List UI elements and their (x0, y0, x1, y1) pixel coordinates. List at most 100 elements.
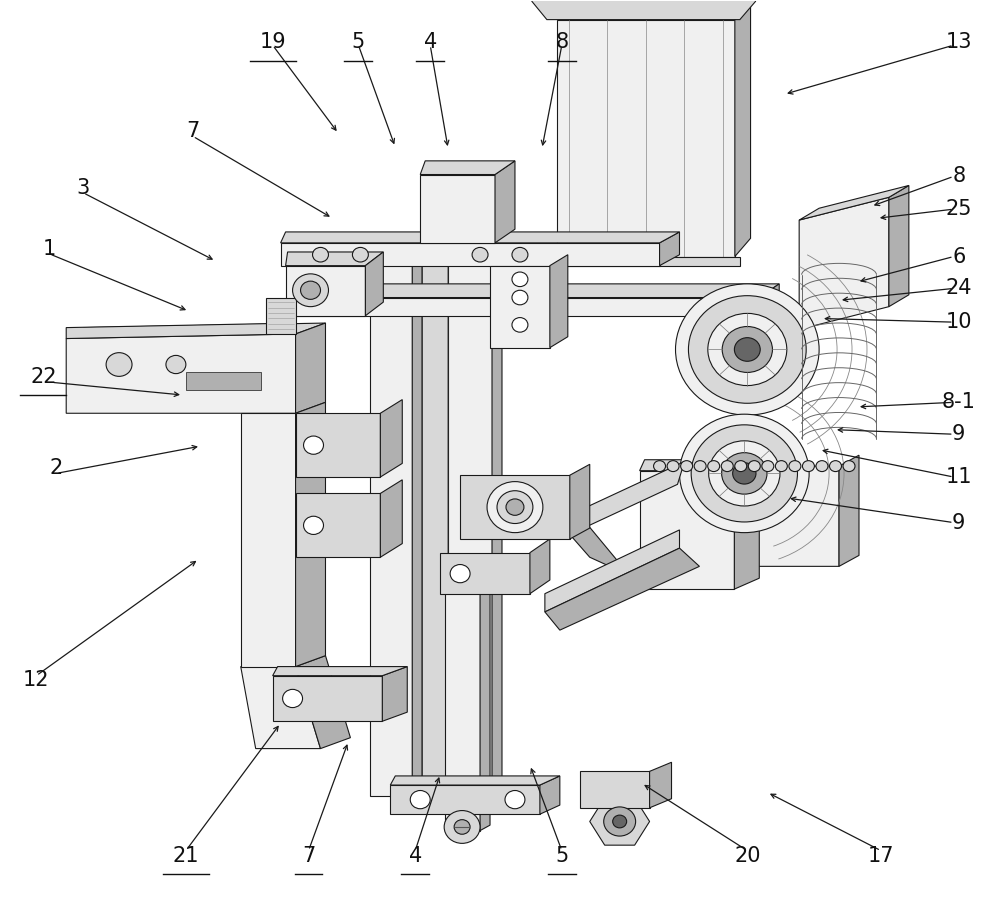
Circle shape (604, 807, 636, 836)
Polygon shape (492, 250, 502, 796)
Polygon shape (422, 250, 448, 796)
Circle shape (802, 461, 814, 472)
Circle shape (472, 248, 488, 262)
Circle shape (676, 284, 819, 415)
Polygon shape (66, 323, 296, 338)
Text: 8: 8 (555, 32, 568, 52)
Circle shape (512, 248, 528, 262)
Text: 5: 5 (352, 32, 365, 52)
Circle shape (708, 461, 720, 472)
Circle shape (762, 461, 774, 472)
Circle shape (301, 282, 320, 300)
Polygon shape (241, 413, 296, 666)
Text: 7: 7 (302, 846, 315, 866)
Text: 2: 2 (50, 458, 63, 478)
Text: 4: 4 (424, 32, 437, 52)
Text: 9: 9 (952, 513, 965, 533)
Polygon shape (640, 471, 734, 590)
Circle shape (487, 482, 543, 533)
Circle shape (293, 274, 328, 307)
Polygon shape (570, 462, 684, 535)
Circle shape (694, 461, 706, 472)
Polygon shape (570, 464, 590, 539)
Circle shape (680, 414, 809, 533)
Text: 4: 4 (409, 846, 422, 866)
Polygon shape (420, 175, 495, 243)
Circle shape (735, 461, 747, 472)
Text: 21: 21 (173, 846, 199, 866)
Polygon shape (296, 413, 380, 477)
Polygon shape (445, 567, 480, 831)
Circle shape (654, 461, 666, 472)
Polygon shape (66, 334, 296, 413)
Circle shape (313, 248, 328, 262)
Circle shape (688, 295, 806, 403)
Polygon shape (380, 480, 402, 558)
Text: 25: 25 (945, 199, 972, 219)
Polygon shape (799, 186, 909, 220)
Polygon shape (440, 553, 530, 594)
Polygon shape (552, 257, 740, 266)
Polygon shape (530, 539, 550, 594)
Polygon shape (735, 2, 751, 257)
Polygon shape (296, 323, 325, 413)
Polygon shape (382, 666, 407, 721)
Polygon shape (281, 232, 680, 243)
Circle shape (691, 425, 797, 522)
Polygon shape (296, 494, 380, 558)
Text: 8: 8 (952, 166, 965, 186)
Circle shape (106, 353, 132, 377)
Polygon shape (580, 771, 650, 808)
Polygon shape (759, 284, 779, 315)
Polygon shape (557, 19, 735, 257)
Polygon shape (273, 666, 407, 675)
Polygon shape (273, 675, 382, 721)
Polygon shape (186, 372, 261, 390)
Circle shape (505, 791, 525, 809)
Polygon shape (545, 548, 699, 630)
Polygon shape (390, 776, 560, 785)
Polygon shape (460, 475, 570, 539)
Circle shape (775, 461, 787, 472)
Circle shape (613, 815, 627, 828)
Circle shape (734, 337, 760, 361)
Polygon shape (412, 250, 422, 796)
Circle shape (410, 791, 430, 809)
Circle shape (789, 461, 801, 472)
Text: 20: 20 (734, 846, 761, 866)
Polygon shape (734, 460, 759, 590)
Text: 17: 17 (868, 846, 894, 866)
Polygon shape (570, 512, 630, 576)
Polygon shape (291, 298, 759, 315)
Text: 19: 19 (259, 32, 286, 52)
Polygon shape (370, 257, 412, 796)
Polygon shape (281, 243, 660, 266)
Text: 12: 12 (23, 670, 50, 690)
Circle shape (497, 491, 533, 524)
Circle shape (512, 291, 528, 305)
Polygon shape (495, 161, 515, 243)
Polygon shape (380, 399, 402, 477)
Polygon shape (448, 257, 492, 796)
Polygon shape (390, 785, 540, 814)
Polygon shape (839, 455, 859, 567)
Text: 13: 13 (945, 32, 972, 52)
Text: 6: 6 (952, 247, 965, 267)
Polygon shape (540, 776, 560, 814)
Polygon shape (660, 232, 680, 266)
Polygon shape (480, 561, 490, 831)
Circle shape (512, 272, 528, 287)
Circle shape (304, 436, 323, 454)
Circle shape (721, 461, 733, 472)
Circle shape (512, 317, 528, 332)
Text: 5: 5 (555, 846, 568, 866)
Text: 1: 1 (43, 239, 56, 260)
Circle shape (681, 461, 693, 472)
Polygon shape (545, 530, 680, 611)
Text: 11: 11 (945, 467, 972, 487)
Circle shape (816, 461, 828, 472)
Polygon shape (365, 252, 383, 315)
Polygon shape (799, 197, 889, 329)
Circle shape (667, 461, 679, 472)
Circle shape (708, 314, 787, 386)
